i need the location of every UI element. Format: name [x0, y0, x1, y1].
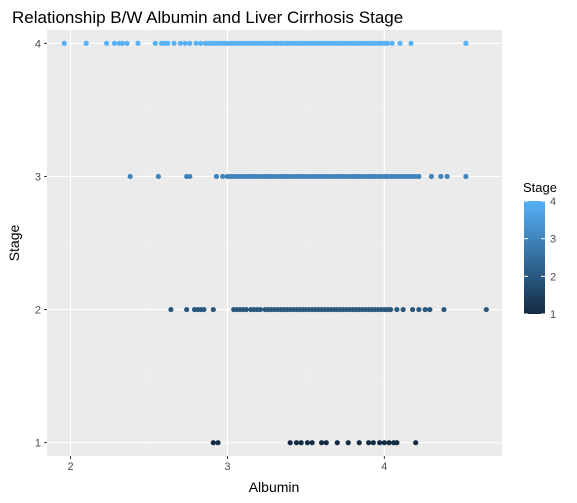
- colorbar-tick-label: 2: [550, 271, 556, 283]
- data-point: [427, 307, 432, 312]
- x-tick-label: 3: [224, 461, 230, 473]
- y-tick-label: 2: [35, 305, 41, 317]
- data-point: [84, 41, 89, 46]
- data-point: [211, 307, 216, 312]
- data-point: [215, 440, 220, 445]
- data-point: [187, 174, 192, 179]
- data-point: [193, 41, 198, 46]
- data-point: [401, 307, 406, 312]
- data-point: [184, 307, 189, 312]
- data-point: [305, 440, 310, 445]
- data-point: [390, 41, 395, 46]
- data-point: [441, 307, 446, 312]
- data-point: [324, 440, 329, 445]
- data-point: [357, 440, 362, 445]
- data-point: [294, 440, 299, 445]
- data-point: [388, 307, 393, 312]
- y-tick-label: 3: [35, 171, 41, 183]
- data-point: [220, 174, 225, 179]
- data-point: [182, 41, 187, 46]
- data-point: [319, 440, 324, 445]
- data-point: [165, 41, 170, 46]
- data-point: [394, 440, 399, 445]
- x-tick-label: 2: [67, 461, 73, 473]
- colorbar-tick-label: 3: [550, 234, 556, 246]
- data-point: [429, 174, 434, 179]
- x-axis-title: Albumin: [249, 479, 300, 495]
- data-point: [135, 41, 140, 46]
- data-point: [124, 41, 129, 46]
- chart-title: Relationship B/W Albumin and Liver Cirrh…: [12, 8, 403, 27]
- data-point: [128, 174, 133, 179]
- data-point: [153, 41, 158, 46]
- data-point: [310, 440, 315, 445]
- data-point: [104, 41, 109, 46]
- legend-title: Stage: [523, 180, 557, 195]
- data-point: [413, 440, 418, 445]
- y-tick-label: 4: [35, 38, 41, 50]
- data-point: [366, 440, 371, 445]
- y-axis-title: Stage: [6, 224, 22, 261]
- data-point: [214, 174, 219, 179]
- data-point: [386, 440, 391, 445]
- data-point: [187, 41, 192, 46]
- data-point: [416, 174, 421, 179]
- data-point: [299, 440, 304, 445]
- data-point: [211, 440, 216, 445]
- data-point: [198, 41, 203, 46]
- data-point: [178, 41, 183, 46]
- data-point: [377, 440, 382, 445]
- colorbar: [524, 201, 545, 314]
- data-point: [371, 440, 376, 445]
- data-point: [168, 307, 173, 312]
- data-point: [156, 174, 161, 179]
- data-point: [484, 307, 489, 312]
- x-tick-label: 4: [381, 461, 387, 473]
- data-point: [385, 41, 390, 46]
- data-point: [397, 41, 402, 46]
- data-point: [423, 307, 428, 312]
- y-tick-label: 1: [35, 438, 41, 450]
- data-point: [288, 440, 293, 445]
- data-point: [463, 41, 468, 46]
- data-point: [394, 307, 399, 312]
- data-point: [410, 307, 415, 312]
- data-point: [112, 41, 117, 46]
- data-point: [201, 307, 206, 312]
- data-point: [416, 307, 421, 312]
- data-point: [120, 41, 125, 46]
- data-point: [244, 307, 249, 312]
- data-point: [463, 174, 468, 179]
- data-point: [444, 174, 449, 179]
- data-point: [258, 307, 263, 312]
- data-point: [62, 41, 67, 46]
- data-point: [438, 174, 443, 179]
- data-point: [408, 41, 413, 46]
- data-point: [346, 440, 351, 445]
- data-point: [335, 440, 340, 445]
- data-point: [171, 41, 176, 46]
- colorbar-tick-label: 4: [550, 196, 556, 208]
- colorbar-tick-label: 1: [550, 309, 556, 321]
- data-point: [382, 440, 387, 445]
